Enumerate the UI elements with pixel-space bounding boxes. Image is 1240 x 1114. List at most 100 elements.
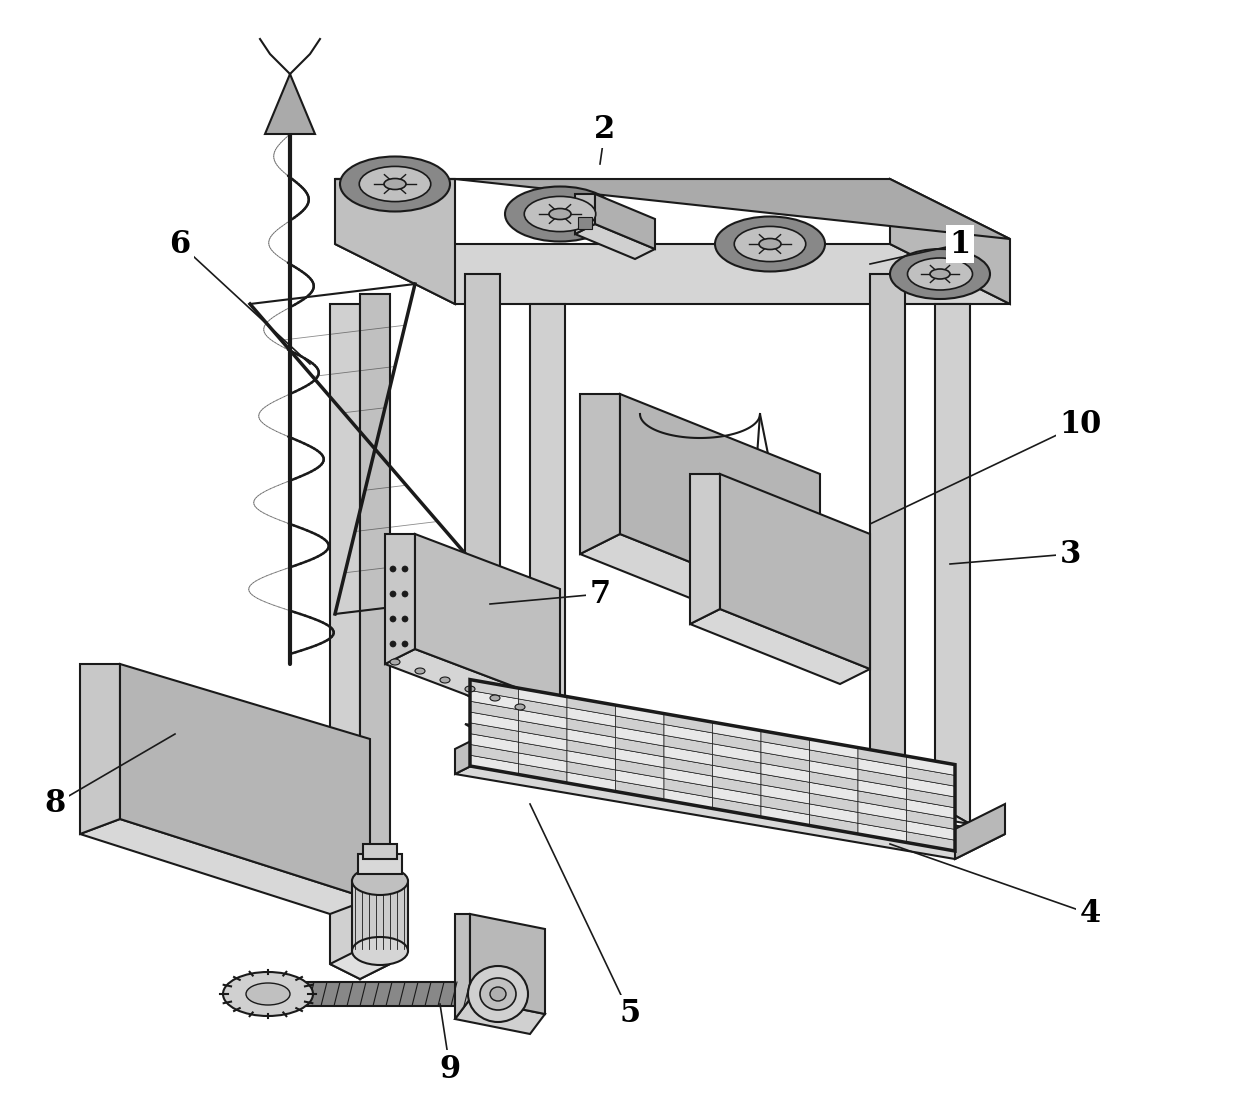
Polygon shape xyxy=(567,707,615,726)
Polygon shape xyxy=(265,74,315,134)
Polygon shape xyxy=(335,244,1011,304)
Bar xyxy=(358,854,402,874)
Polygon shape xyxy=(615,705,663,724)
Text: 8: 8 xyxy=(45,789,66,820)
Polygon shape xyxy=(858,747,906,766)
Polygon shape xyxy=(518,753,567,772)
Text: 4: 4 xyxy=(1079,899,1101,929)
Polygon shape xyxy=(615,716,663,735)
Text: 5: 5 xyxy=(620,998,641,1029)
Ellipse shape xyxy=(742,600,758,608)
Ellipse shape xyxy=(391,592,396,597)
Ellipse shape xyxy=(360,166,430,202)
Polygon shape xyxy=(906,832,955,851)
Polygon shape xyxy=(81,664,120,834)
Polygon shape xyxy=(713,765,761,784)
Ellipse shape xyxy=(232,776,288,801)
Polygon shape xyxy=(567,729,615,749)
Polygon shape xyxy=(810,750,858,769)
Ellipse shape xyxy=(782,620,799,628)
Polygon shape xyxy=(810,804,858,823)
Ellipse shape xyxy=(715,216,825,272)
Polygon shape xyxy=(761,731,810,750)
Ellipse shape xyxy=(131,722,188,746)
Polygon shape xyxy=(575,194,595,234)
Polygon shape xyxy=(858,780,906,800)
Ellipse shape xyxy=(391,616,396,622)
Polygon shape xyxy=(415,534,560,704)
Polygon shape xyxy=(713,733,761,752)
Polygon shape xyxy=(518,764,567,783)
Ellipse shape xyxy=(402,566,408,571)
Polygon shape xyxy=(870,274,905,794)
Ellipse shape xyxy=(402,641,408,647)
Polygon shape xyxy=(663,768,713,786)
Polygon shape xyxy=(620,394,820,614)
Polygon shape xyxy=(615,737,663,756)
Polygon shape xyxy=(761,795,810,814)
Text: 2: 2 xyxy=(594,114,615,145)
Polygon shape xyxy=(858,812,906,832)
Ellipse shape xyxy=(890,250,990,299)
Polygon shape xyxy=(890,179,1011,304)
Polygon shape xyxy=(810,782,858,802)
Polygon shape xyxy=(858,791,906,810)
Ellipse shape xyxy=(402,616,408,622)
Ellipse shape xyxy=(352,937,408,965)
Polygon shape xyxy=(455,749,1004,859)
Ellipse shape xyxy=(505,186,615,242)
Polygon shape xyxy=(518,710,567,729)
Polygon shape xyxy=(713,754,761,774)
Polygon shape xyxy=(384,649,560,719)
Ellipse shape xyxy=(480,978,516,1010)
Polygon shape xyxy=(567,740,615,759)
Polygon shape xyxy=(761,742,810,761)
Polygon shape xyxy=(720,473,870,670)
Polygon shape xyxy=(761,784,810,804)
Polygon shape xyxy=(663,756,713,776)
Polygon shape xyxy=(858,823,906,842)
Polygon shape xyxy=(529,304,565,744)
Text: 3: 3 xyxy=(1059,538,1081,569)
Polygon shape xyxy=(906,778,955,797)
Polygon shape xyxy=(858,769,906,789)
Polygon shape xyxy=(810,761,858,780)
Ellipse shape xyxy=(490,695,500,701)
Polygon shape xyxy=(567,751,615,770)
Ellipse shape xyxy=(391,659,401,665)
Polygon shape xyxy=(465,274,500,714)
Polygon shape xyxy=(858,759,906,778)
Ellipse shape xyxy=(391,641,396,647)
Polygon shape xyxy=(580,534,820,634)
Ellipse shape xyxy=(440,677,450,683)
Polygon shape xyxy=(470,723,518,742)
Polygon shape xyxy=(615,770,663,789)
Polygon shape xyxy=(580,394,620,554)
Polygon shape xyxy=(615,759,663,779)
Polygon shape xyxy=(335,179,1011,240)
Polygon shape xyxy=(810,814,858,834)
Polygon shape xyxy=(335,179,455,304)
Ellipse shape xyxy=(467,966,528,1022)
Ellipse shape xyxy=(246,983,290,1005)
Polygon shape xyxy=(935,304,970,824)
Polygon shape xyxy=(470,701,518,721)
Polygon shape xyxy=(470,913,546,1014)
Polygon shape xyxy=(518,698,567,719)
Polygon shape xyxy=(906,789,955,808)
Ellipse shape xyxy=(759,238,781,250)
Polygon shape xyxy=(567,719,615,737)
Ellipse shape xyxy=(384,178,405,189)
Ellipse shape xyxy=(402,592,408,597)
Polygon shape xyxy=(615,781,663,800)
Polygon shape xyxy=(518,688,567,707)
Polygon shape xyxy=(567,772,615,792)
Text: 9: 9 xyxy=(439,1054,460,1085)
Ellipse shape xyxy=(525,196,595,232)
Polygon shape xyxy=(713,798,761,817)
Bar xyxy=(352,881,408,951)
Polygon shape xyxy=(595,194,655,250)
Polygon shape xyxy=(761,807,810,825)
Polygon shape xyxy=(567,696,615,716)
Polygon shape xyxy=(810,772,858,791)
